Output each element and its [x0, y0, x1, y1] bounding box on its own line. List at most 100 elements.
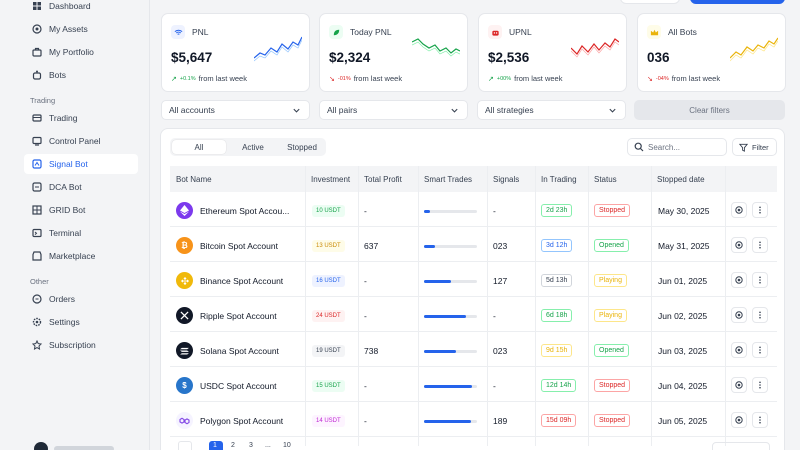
dca-icon [32, 182, 42, 192]
total-profit: - [364, 276, 367, 286]
bot-name[interactable]: Bitcoin Spot Account [200, 241, 278, 251]
bot-name[interactable]: Ripple Spot Account [200, 311, 277, 321]
page-number[interactable]: 1 [213, 442, 217, 449]
card-value: 036 [647, 50, 670, 65]
sidebar-item-control-panel[interactable]: Control Panel [24, 131, 138, 151]
table-row[interactable] [170, 262, 777, 297]
gear-icon [32, 317, 42, 327]
column-header-investment[interactable]: Investment [311, 174, 351, 184]
column-header-bot-name[interactable]: Bot Name [176, 174, 212, 184]
sidebar-item-settings[interactable]: Settings [24, 312, 138, 332]
sparkline [254, 36, 302, 62]
sidebar-item-label: Dashboard [49, 1, 91, 11]
more-options-button[interactable] [752, 412, 768, 428]
status-badge: Opened [594, 344, 629, 357]
page-button-active[interactable] [209, 441, 223, 450]
tab-stopped[interactable]: Stopped [287, 142, 317, 152]
table-row[interactable] [170, 192, 777, 227]
bot-name[interactable]: Ethereum Spot Accou... [200, 206, 290, 216]
signals: 023 [493, 241, 508, 251]
tab-active[interactable]: Active [242, 142, 264, 152]
card-change: ↘ -01% from last week [329, 74, 402, 83]
table-row[interactable] [170, 227, 777, 262]
table-row[interactable] [170, 402, 777, 437]
sidebar-item-trading[interactable]: Trading [24, 108, 138, 128]
sidebar-item-dca-bot[interactable]: DCA Bot [24, 177, 138, 197]
stopped-date: Jun 04, 2025 [658, 381, 708, 391]
view-button[interactable] [731, 202, 747, 218]
binance-icon [176, 272, 193, 289]
more-vertical-icon [759, 346, 761, 354]
view-button[interactable] [731, 307, 747, 323]
smart-trades-bar-fill [424, 385, 472, 388]
sidebar-item-signal-bot[interactable]: Signal Bot [24, 154, 138, 174]
top-primary-button[interactable] [690, 0, 785, 4]
more-options-button[interactable] [752, 202, 768, 218]
page-number[interactable]: 2 [231, 442, 235, 449]
page-number[interactable]: 10 [283, 442, 291, 449]
sidebar-item-label: Marketplace [49, 251, 96, 261]
table-row[interactable] [170, 332, 777, 367]
bot-name[interactable]: Binance Spot Account [200, 276, 284, 286]
sidebar-item-my-assets[interactable]: My Assets [24, 19, 138, 39]
bot-name[interactable]: USDC Spot Account [200, 381, 277, 391]
more-options-button[interactable] [752, 272, 768, 288]
strategies-select[interactable]: All strategies [477, 100, 626, 120]
change-text: from last week [198, 74, 247, 83]
sidebar-item-my-portfolio[interactable]: My Portfolio [24, 42, 138, 62]
prev-page-button[interactable] [178, 441, 192, 450]
signal-icon [32, 159, 42, 169]
top-secondary-button[interactable] [620, 0, 680, 4]
view-button[interactable] [731, 342, 747, 358]
status-badge: Stopped [594, 204, 631, 217]
filter-button[interactable]: Filter [732, 138, 777, 156]
sidebar-item-subscription[interactable]: Subscription [24, 335, 138, 355]
column-header-status[interactable]: Status [594, 174, 617, 184]
view-button[interactable] [731, 237, 747, 253]
tab-all[interactable]: All [172, 140, 226, 154]
view-button[interactable] [731, 272, 747, 288]
more-options-button[interactable] [752, 342, 768, 358]
column-header-smart-trades[interactable]: Smart Trades [424, 174, 473, 184]
rows-per-page-select[interactable] [712, 442, 770, 450]
investment-badge: 14 USDT [312, 415, 345, 427]
sidebar-item-label: My Portfolio [49, 47, 94, 57]
stopped-date: May 30, 2025 [658, 206, 710, 216]
more-options-button[interactable] [752, 237, 768, 253]
bot-name[interactable]: Polygon Spot Account [200, 416, 284, 426]
stopped-date: May 31, 2025 [658, 241, 710, 251]
clear-filters-button[interactable]: Clear filters [634, 100, 785, 120]
card-value: $5,647 [171, 50, 213, 65]
bot-name[interactable]: Solana Spot Account [200, 346, 279, 356]
more-options-button[interactable] [752, 307, 768, 323]
view-button[interactable] [731, 377, 747, 393]
table-row[interactable] [170, 367, 777, 402]
filter-icon [739, 143, 748, 152]
sidebar-item-terminal[interactable]: Terminal [24, 223, 138, 243]
accounts-select[interactable]: All accounts [161, 100, 310, 120]
page-number[interactable]: 3 [249, 442, 253, 449]
table-row[interactable] [170, 297, 777, 332]
sidebar-item-bots[interactable]: Bots [24, 65, 138, 85]
user-profile[interactable] [34, 442, 124, 450]
search-input[interactable]: Search... [627, 138, 727, 156]
dashboard-icon [32, 1, 42, 11]
sidebar-item-orders[interactable]: Orders [24, 289, 138, 309]
change-text: from last week [353, 74, 403, 83]
column-header-in-trading[interactable]: In Trading [541, 174, 577, 184]
sidebar-item-grid-bot[interactable]: GRID Bot [24, 200, 138, 220]
column-header-signals[interactable]: Signals [493, 174, 520, 184]
more-options-button[interactable] [752, 377, 768, 393]
status-badge: Stopped [594, 414, 631, 427]
column-header-stopped-date[interactable]: Stopped date [657, 174, 705, 184]
signals: 023 [493, 346, 508, 356]
stopped-date: Jun 03, 2025 [658, 346, 708, 356]
sidebar-item-marketplace[interactable]: Marketplace [24, 246, 138, 266]
column-header-total-profit[interactable]: Total Profit [364, 174, 402, 184]
smart-trades-bar [424, 210, 477, 213]
view-button[interactable] [731, 412, 747, 428]
sidebar-item-dashboard[interactable]: Dashboard [24, 0, 138, 16]
pairs-select[interactable]: All pairs [319, 100, 468, 120]
more-vertical-icon [759, 416, 761, 424]
sidebar-item-label: Control Panel [49, 136, 101, 146]
